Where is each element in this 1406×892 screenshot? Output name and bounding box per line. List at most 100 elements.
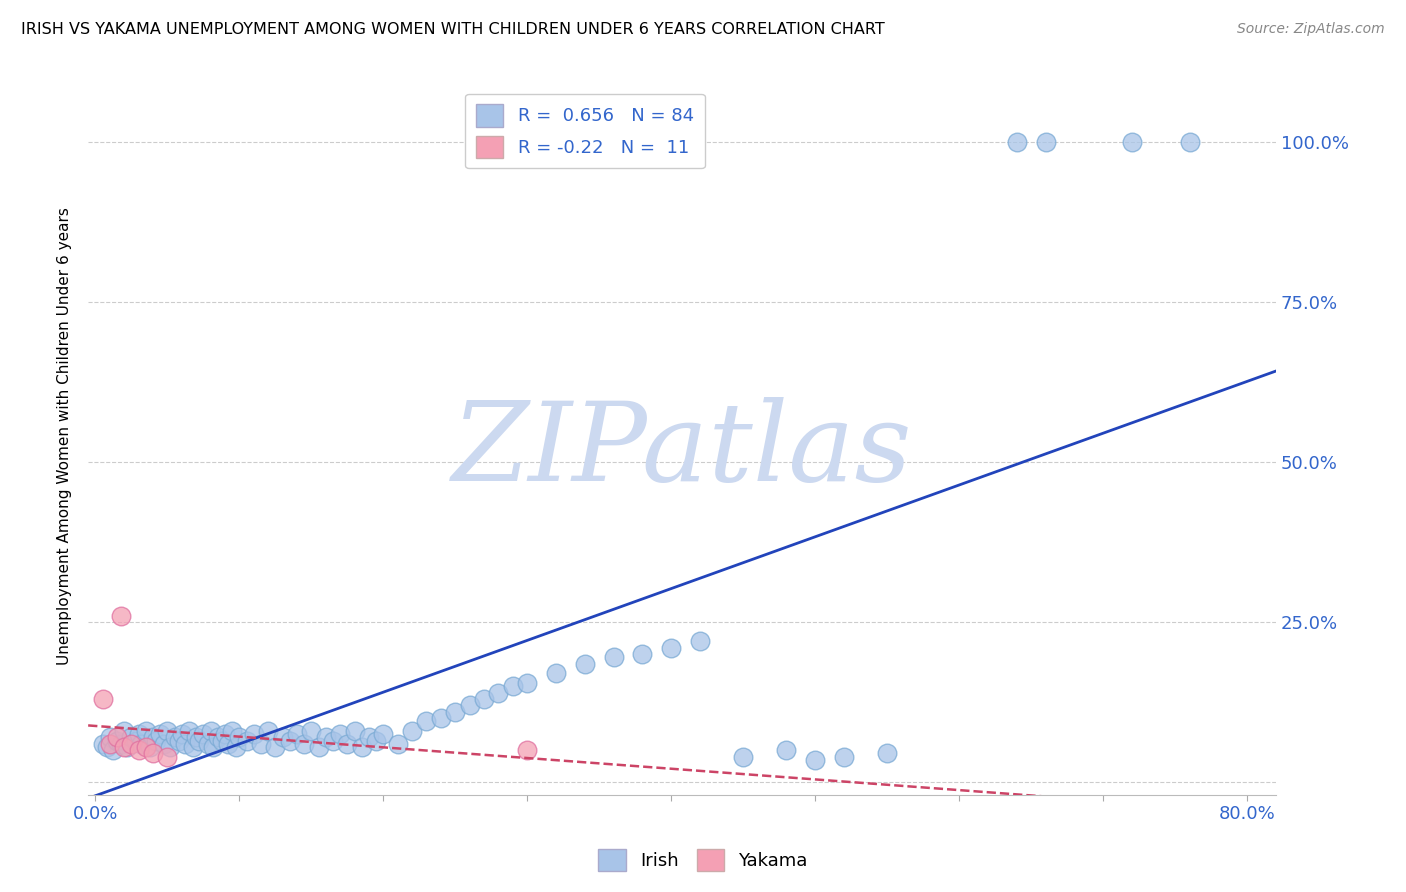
Point xyxy=(546,666,568,681)
Point xyxy=(217,737,239,751)
Point xyxy=(1178,135,1201,149)
Point xyxy=(329,727,352,741)
Point xyxy=(142,731,165,745)
Point xyxy=(131,737,153,751)
Point xyxy=(235,733,257,747)
Point xyxy=(602,650,624,665)
Point xyxy=(225,739,247,754)
Point xyxy=(430,711,453,725)
Legend: Irish, Yakama: Irish, Yakama xyxy=(591,842,815,879)
Point xyxy=(366,733,388,747)
Point xyxy=(343,723,366,738)
Point xyxy=(733,749,755,764)
Point xyxy=(373,727,395,741)
Point xyxy=(516,743,538,757)
Point xyxy=(200,723,222,738)
Point xyxy=(149,727,172,741)
Point xyxy=(159,739,181,754)
Point xyxy=(775,743,797,757)
Point xyxy=(308,739,330,754)
Point xyxy=(128,743,150,757)
Point xyxy=(1005,135,1028,149)
Point xyxy=(167,733,190,747)
Point xyxy=(285,727,308,741)
Point xyxy=(173,737,195,751)
Point xyxy=(193,727,215,741)
Point xyxy=(1035,135,1057,149)
Point xyxy=(357,731,380,745)
Point xyxy=(177,723,200,738)
Point xyxy=(444,705,467,719)
Point xyxy=(336,737,359,751)
Point xyxy=(211,733,233,747)
Point xyxy=(574,657,596,671)
Point xyxy=(502,679,524,693)
Point xyxy=(631,647,654,661)
Text: Source: ZipAtlas.com: Source: ZipAtlas.com xyxy=(1237,22,1385,37)
Text: ZIPatlas: ZIPatlas xyxy=(451,397,912,504)
Point xyxy=(112,723,135,738)
Point xyxy=(322,733,344,747)
Point xyxy=(202,739,225,754)
Point xyxy=(145,733,167,747)
Point xyxy=(659,640,682,655)
Point xyxy=(214,727,236,741)
Point xyxy=(156,723,179,738)
Legend: R =  0.656   N = 84, R = -0.22   N =  11: R = 0.656 N = 84, R = -0.22 N = 11 xyxy=(465,94,704,169)
Point xyxy=(96,739,118,754)
Point xyxy=(181,739,204,754)
Point xyxy=(91,692,114,706)
Point xyxy=(472,692,495,706)
Point xyxy=(271,731,294,745)
Point xyxy=(156,749,179,764)
Point xyxy=(197,737,219,751)
Point xyxy=(115,739,138,754)
Point xyxy=(257,723,280,738)
Point xyxy=(689,634,711,648)
Point xyxy=(110,608,132,623)
Point xyxy=(292,737,315,751)
Point xyxy=(105,733,128,747)
Point xyxy=(207,731,229,745)
Point xyxy=(110,737,132,751)
Point xyxy=(458,698,481,713)
Point xyxy=(876,747,898,761)
Point xyxy=(98,737,121,751)
Point xyxy=(184,731,207,745)
Point xyxy=(250,737,273,751)
Point xyxy=(142,747,165,761)
Point xyxy=(91,737,114,751)
Point xyxy=(228,731,250,745)
Point xyxy=(387,737,409,751)
Point xyxy=(105,731,128,745)
Point xyxy=(170,727,193,741)
Point xyxy=(1121,135,1143,149)
Point xyxy=(242,727,264,741)
Point xyxy=(832,749,855,764)
Point xyxy=(350,739,373,754)
Point xyxy=(804,753,827,767)
Point xyxy=(516,676,538,690)
Text: IRISH VS YAKAMA UNEMPLOYMENT AMONG WOMEN WITH CHILDREN UNDER 6 YEARS CORRELATION: IRISH VS YAKAMA UNEMPLOYMENT AMONG WOMEN… xyxy=(21,22,884,37)
Point xyxy=(221,723,243,738)
Point xyxy=(278,733,301,747)
Point xyxy=(139,739,162,754)
Point xyxy=(128,727,150,741)
Point xyxy=(124,733,146,747)
Point xyxy=(163,731,186,745)
Point xyxy=(415,714,437,729)
Point xyxy=(98,731,121,745)
Point xyxy=(188,733,211,747)
Y-axis label: Unemployment Among Women with Children Under 6 years: Unemployment Among Women with Children U… xyxy=(58,207,72,665)
Point xyxy=(315,731,337,745)
Point xyxy=(135,723,157,738)
Point xyxy=(488,685,510,699)
Point xyxy=(135,739,157,754)
Point xyxy=(120,731,142,745)
Point xyxy=(299,723,322,738)
Point xyxy=(120,737,142,751)
Point xyxy=(264,739,287,754)
Point xyxy=(112,739,135,754)
Point xyxy=(153,737,176,751)
Point xyxy=(101,743,124,757)
